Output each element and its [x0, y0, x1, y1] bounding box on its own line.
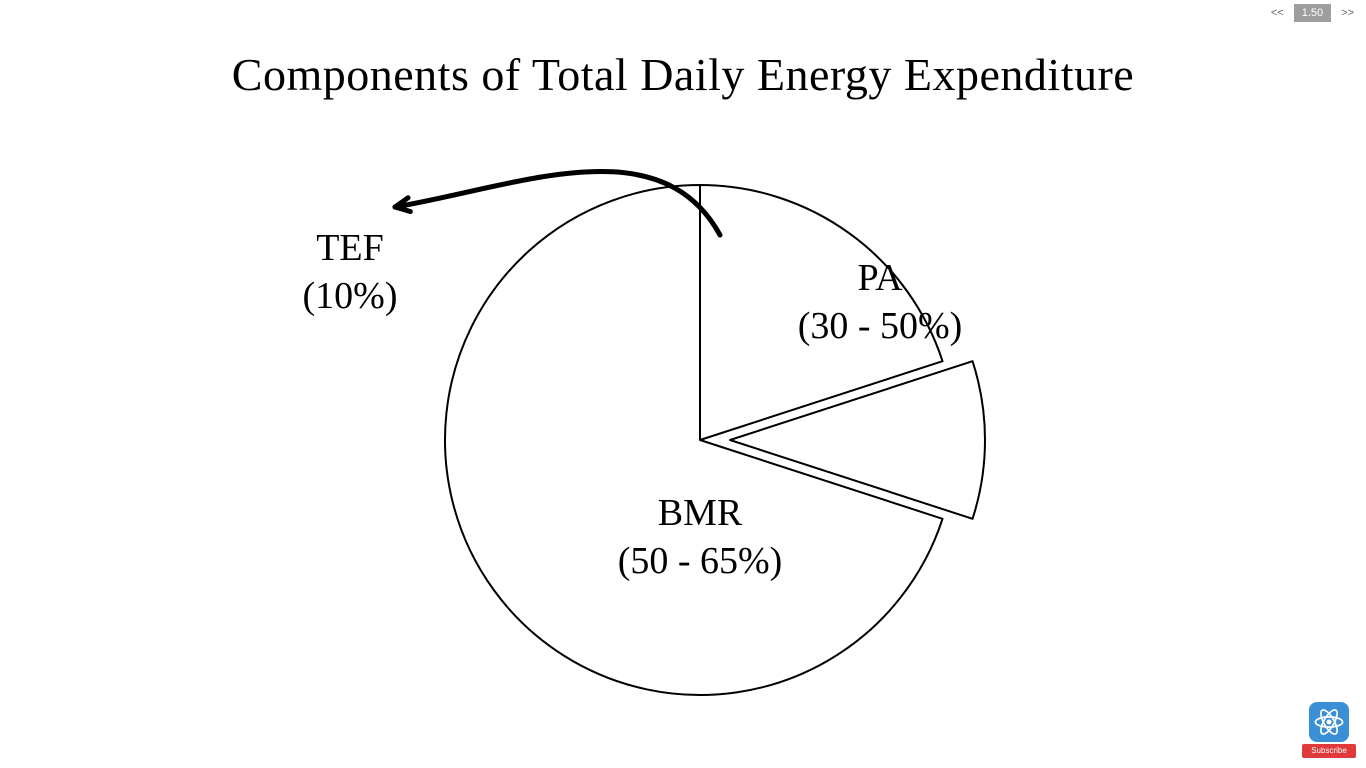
- slice-name-tef: TEF: [260, 225, 440, 273]
- slice-label-tef: TEF (10%): [260, 225, 440, 320]
- next-button[interactable]: >>: [1335, 4, 1360, 22]
- atom-icon: [1309, 702, 1349, 742]
- slice-label-bmr: BMR (50 - 65%): [560, 490, 840, 585]
- slice-pct-pa: (30 - 50%): [770, 303, 990, 351]
- playback-controls: << 1.50 >>: [1265, 4, 1360, 22]
- prev-button[interactable]: <<: [1265, 4, 1290, 22]
- subscribe-badge[interactable]: Subscribe: [1302, 702, 1356, 758]
- slice-name-pa: PA: [770, 255, 990, 303]
- subscribe-label: Subscribe: [1302, 744, 1356, 758]
- speed-indicator[interactable]: 1.50: [1294, 4, 1331, 22]
- slice-name-bmr: BMR: [560, 490, 840, 538]
- slice-pct-bmr: (50 - 65%): [560, 538, 840, 586]
- pie-chart: [0, 0, 1366, 768]
- slice-label-pa: PA (30 - 50%): [770, 255, 990, 350]
- slice-pct-tef: (10%): [260, 273, 440, 321]
